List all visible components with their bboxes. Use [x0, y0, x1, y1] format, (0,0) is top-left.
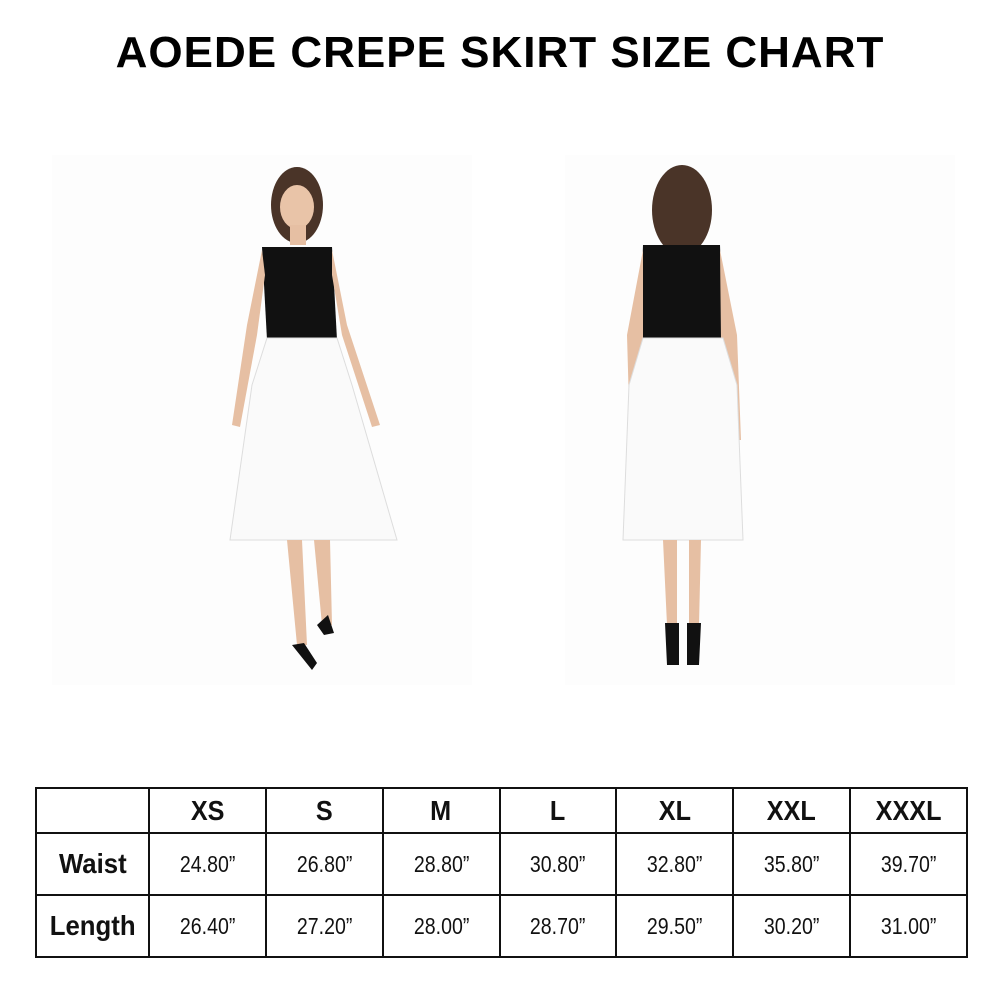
table-cell: 27.20” — [264, 894, 384, 958]
table-row-length: Length 26.40” 27.20” 28.00” 28.70” 29.50… — [35, 894, 968, 958]
table-cell: 32.80” — [615, 832, 735, 896]
table-cell: 28.70” — [498, 894, 618, 958]
size-header-cell: M — [381, 787, 501, 834]
table-cell: 35.80” — [732, 832, 852, 896]
size-header-cell: XS — [148, 787, 267, 834]
model-back-photo — [565, 155, 955, 685]
table-cell: 24.80” — [148, 832, 267, 896]
table-cell: 29.50” — [615, 894, 735, 958]
size-header-cell: XXL — [732, 787, 852, 834]
model-front-photo — [52, 155, 472, 685]
size-header-cell: XXXL — [849, 787, 968, 834]
table-cell: 26.80” — [264, 832, 384, 896]
size-header-row: XS S M L XL XXL XXXL — [35, 787, 968, 834]
table-cell: 30.20” — [732, 894, 852, 958]
table-row-waist: Waist 24.80” 26.80” 28.80” 30.80” 32.80”… — [35, 832, 968, 896]
table-cell: 39.70” — [849, 832, 968, 896]
table-cell: 28.00” — [381, 894, 501, 958]
row-label: Length — [35, 894, 150, 958]
table-cell: 31.00” — [849, 894, 968, 958]
row-label: Waist — [35, 832, 150, 896]
page-title: AOEDE CREPE SKIRT SIZE CHART — [115, 28, 885, 77]
size-header-cell: S — [264, 787, 384, 834]
corner-cell — [35, 787, 150, 834]
size-header-cell: XL — [615, 787, 735, 834]
size-chart-table: XS S M L XL XXL XXXL Waist 24.80” 26.80”… — [35, 787, 968, 958]
table-cell: 28.80” — [381, 832, 501, 896]
table-cell: 30.80” — [498, 832, 618, 896]
table-cell: 26.40” — [148, 894, 267, 958]
size-header-cell: L — [498, 787, 618, 834]
